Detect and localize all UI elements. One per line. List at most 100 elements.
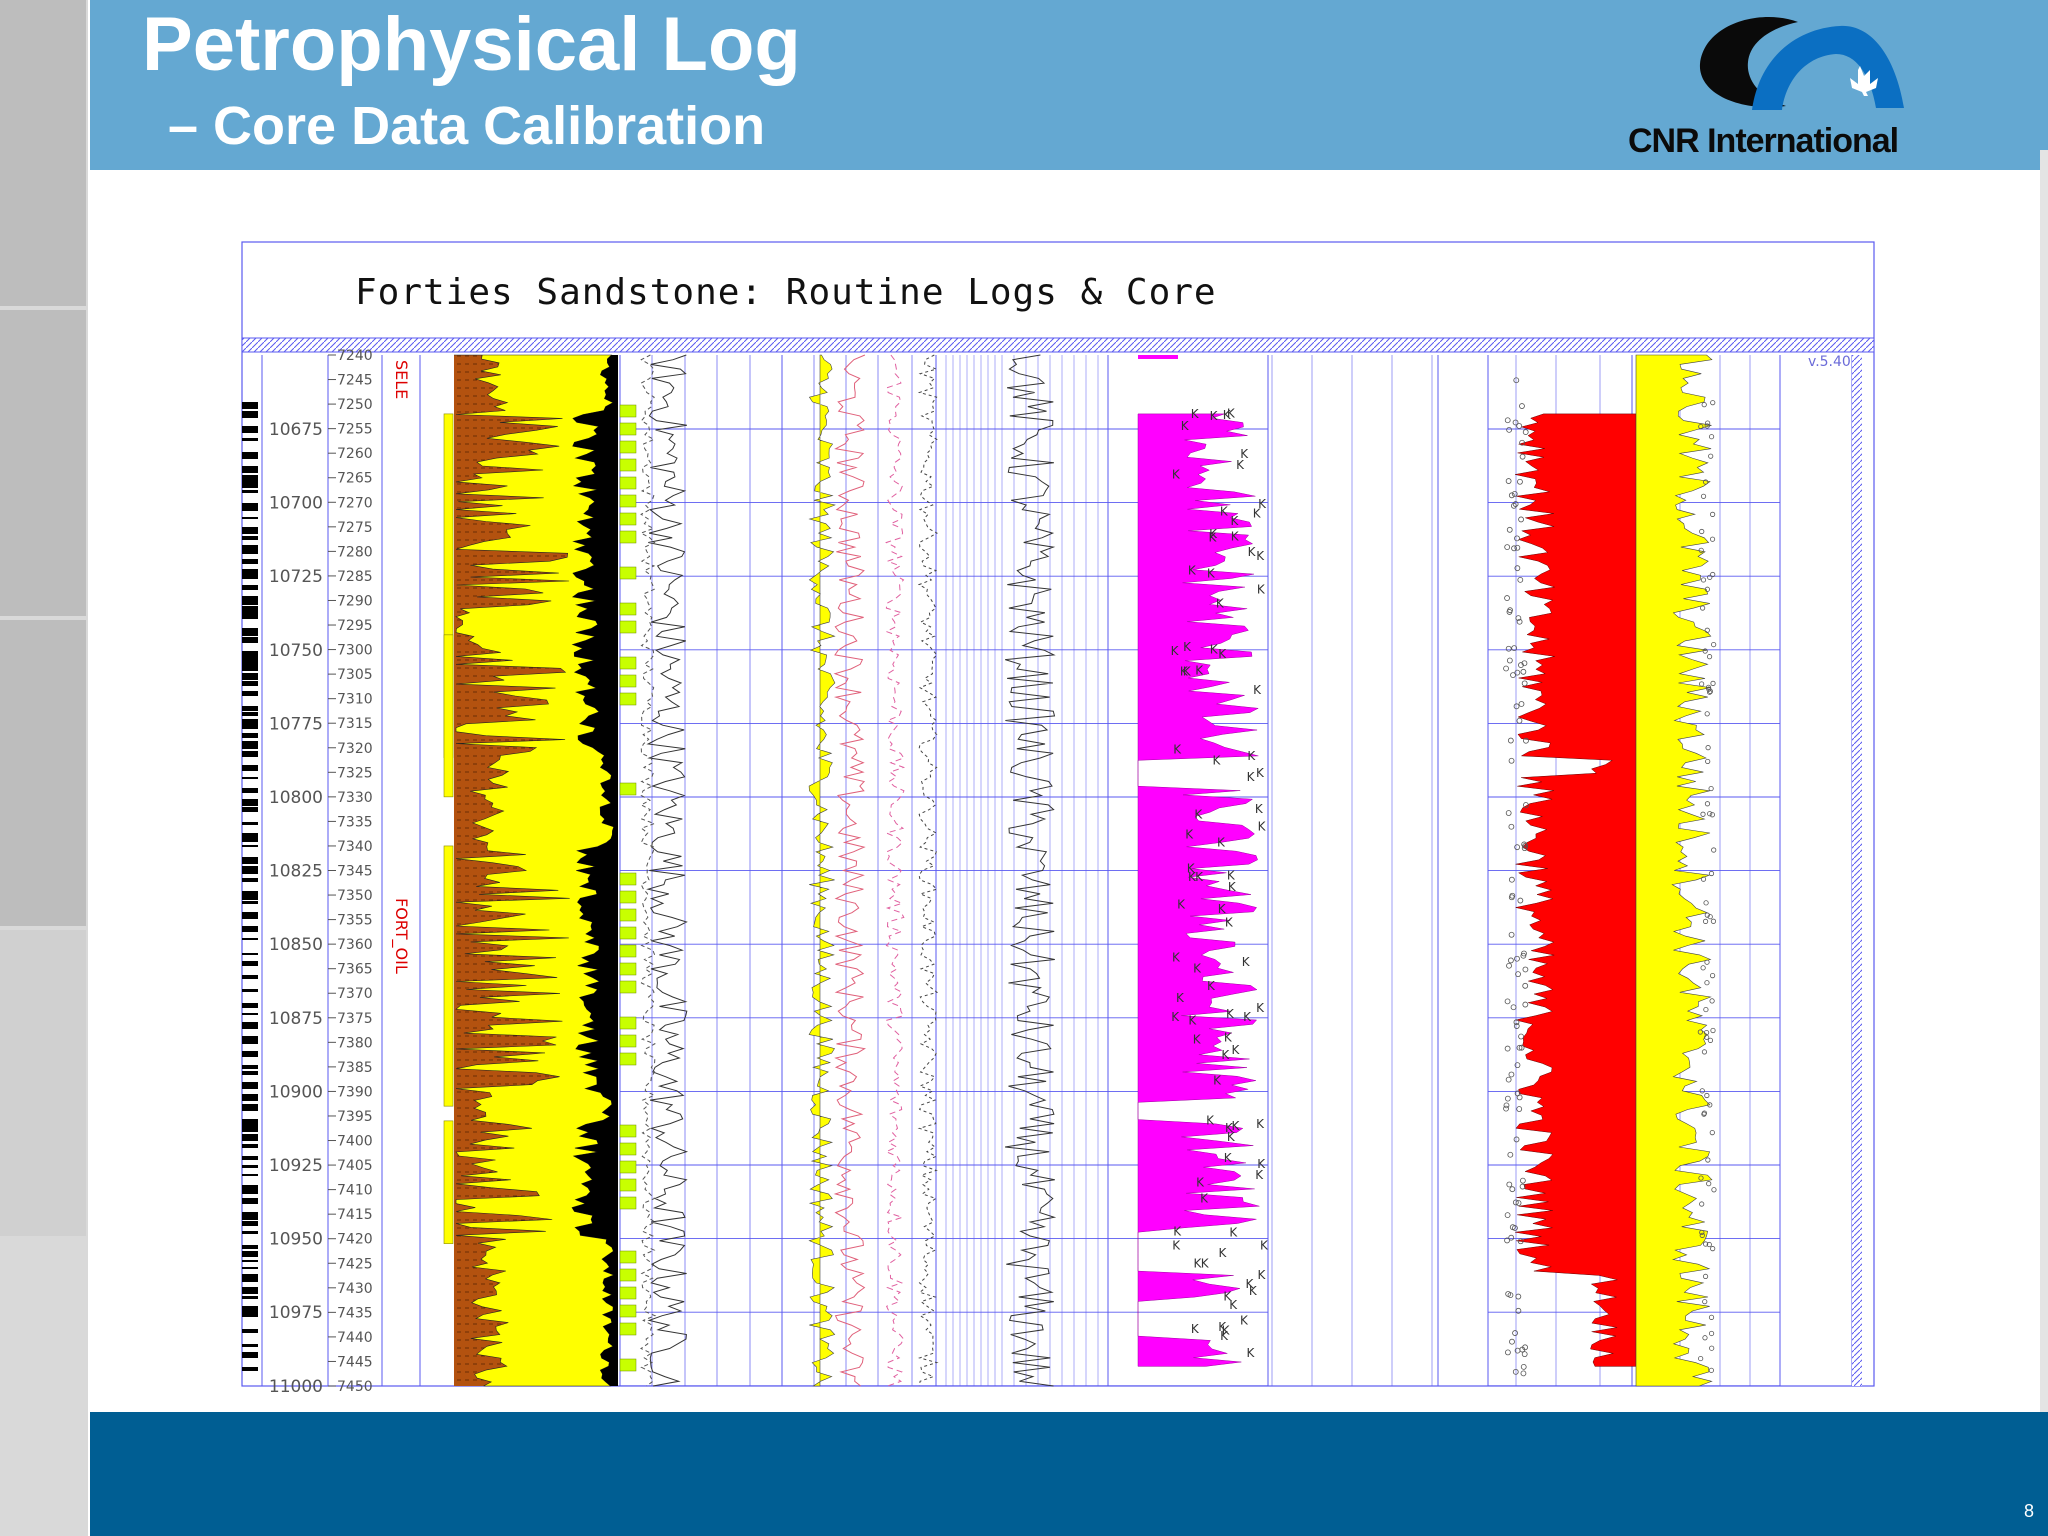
- core-perm-point: K: [1225, 1121, 1234, 1135]
- core-depth-mark: [242, 475, 258, 483]
- core-perm-point: K: [1247, 770, 1256, 784]
- tvd-tick-label: 7300: [337, 643, 373, 659]
- gas-fill: [572, 355, 618, 1386]
- core-saturation-point: [1512, 1330, 1518, 1336]
- core-perm-point: K: [1210, 409, 1219, 423]
- core-saturation-point: [1509, 1338, 1515, 1345]
- core-perm-point: K: [1225, 916, 1234, 930]
- core-perm-point: K: [1218, 902, 1227, 916]
- core-perm-point: K: [1255, 1168, 1264, 1182]
- core-porosity-point: [1708, 1367, 1714, 1373]
- water-saturation-fill: [1515, 413, 1637, 1367]
- tvd-tick-label: 7450: [337, 1379, 373, 1395]
- core-mark: [619, 674, 637, 688]
- core-depth-mark: [242, 1221, 258, 1226]
- core-perm-point: K: [1194, 807, 1203, 821]
- tvd-tick-label: 7275: [337, 520, 373, 536]
- core-depth-mark: [242, 527, 258, 534]
- core-saturation-point: [1506, 1181, 1513, 1188]
- md-tick-label: 10925: [269, 1156, 323, 1176]
- core-depth-mark: [242, 765, 258, 771]
- core-mark: [619, 926, 637, 940]
- core-perm-point: K: [1231, 1119, 1240, 1133]
- core-depth-mark: [242, 989, 258, 992]
- core-depth-mark: [242, 681, 258, 686]
- core-perm-point: K: [1221, 1048, 1230, 1062]
- core-depth-mark: [242, 1165, 258, 1168]
- core-perm-point: K: [1173, 743, 1182, 757]
- core-perm-point: K: [1180, 665, 1189, 679]
- core-porosity-point: [1698, 547, 1704, 553]
- core-porosity-point: [1711, 1187, 1717, 1193]
- core-porosity-point: [1706, 1181, 1712, 1187]
- core-saturation-point: [1508, 1234, 1515, 1241]
- core-depth-mark: [242, 1036, 258, 1044]
- tvd-tick-label: 7270: [337, 495, 373, 511]
- hydrocarbon-fill: [1635, 354, 1713, 1387]
- core-porosity-point: [1698, 1355, 1704, 1362]
- core-perm-point: K: [1183, 640, 1192, 654]
- core-saturation-point: [1522, 429, 1529, 435]
- core-porosity-point: [1707, 1102, 1713, 1108]
- core-mark: [619, 1196, 637, 1210]
- core-porosity-point: [1701, 402, 1707, 408]
- tvd-tick-label: 7340: [337, 839, 373, 855]
- core-perm-point: K: [1188, 870, 1197, 884]
- caliper-curve: [639, 354, 657, 1387]
- core-saturation-point: [1507, 737, 1514, 744]
- core-saturation-point: [1503, 1105, 1509, 1112]
- core-porosity-point: [1709, 1130, 1715, 1136]
- core-porosity-point: [1706, 689, 1713, 695]
- core-perm-point: K: [1188, 1013, 1197, 1027]
- core-depth-mark: [242, 912, 258, 919]
- core-saturation-point: [1516, 1106, 1523, 1112]
- core-saturation-point: [1514, 955, 1520, 962]
- core-saturation-point: [1514, 1090, 1521, 1097]
- core-perm-point: K: [1257, 1157, 1266, 1171]
- core-saturation-point: [1507, 1292, 1514, 1299]
- tvd-tick-label: 7420: [337, 1232, 373, 1248]
- core-perm-point: K: [1208, 531, 1217, 545]
- core-saturation-point: [1516, 618, 1523, 625]
- core-depth-mark: [242, 664, 258, 671]
- core-depth-mark: [242, 706, 258, 711]
- core-porosity-point: [1700, 577, 1707, 583]
- core-mark: [619, 1358, 637, 1372]
- core-saturation-point: [1519, 1346, 1526, 1353]
- core-mark: [619, 1250, 637, 1264]
- core-depth-mark: [242, 482, 258, 488]
- core-saturation-point: [1512, 1199, 1519, 1206]
- core-saturation-point: [1505, 478, 1512, 484]
- core-depth-mark: [242, 891, 258, 900]
- core-perm-point: K: [1206, 1113, 1215, 1127]
- tvd-tick-label: 7330: [337, 790, 373, 806]
- core-mark: [619, 620, 637, 634]
- core-saturation-point: [1521, 845, 1528, 852]
- core-porosity-point: [1704, 711, 1710, 717]
- tvd-tick-label: 7260: [337, 446, 373, 462]
- core-porosity-point: [1702, 1299, 1708, 1305]
- core-saturation-point: [1513, 1019, 1520, 1026]
- sidebar-tab: [0, 620, 86, 926]
- md-tick-label: 10725: [269, 567, 323, 587]
- core-porosity-point: [1710, 1246, 1716, 1252]
- md-tick-label: 10775: [269, 714, 323, 734]
- core-porosity-point: [1699, 1229, 1705, 1236]
- core-depth-mark: [242, 799, 258, 806]
- core-perm-point: K: [1227, 407, 1236, 421]
- core-saturation-point: [1520, 1363, 1527, 1370]
- core-perm-point: K: [1256, 766, 1265, 780]
- core-mark: [619, 458, 637, 472]
- sidebar-tab: [0, 930, 86, 1236]
- core-porosity-point: [1710, 511, 1716, 517]
- core-depth-mark: [242, 926, 258, 932]
- core-depth-mark: [242, 1352, 258, 1358]
- tvd-tick-label: 7410: [337, 1183, 373, 1199]
- tvd-tick-label: 7240: [337, 348, 373, 364]
- core-perm-point: K: [1253, 506, 1262, 520]
- tvd-tick-label: 7295: [337, 618, 373, 634]
- core-saturation-point: [1522, 843, 1529, 849]
- core-saturation-point: [1504, 1212, 1511, 1219]
- core-depth-mark: [242, 845, 258, 847]
- core-saturation-point: [1519, 1177, 1526, 1184]
